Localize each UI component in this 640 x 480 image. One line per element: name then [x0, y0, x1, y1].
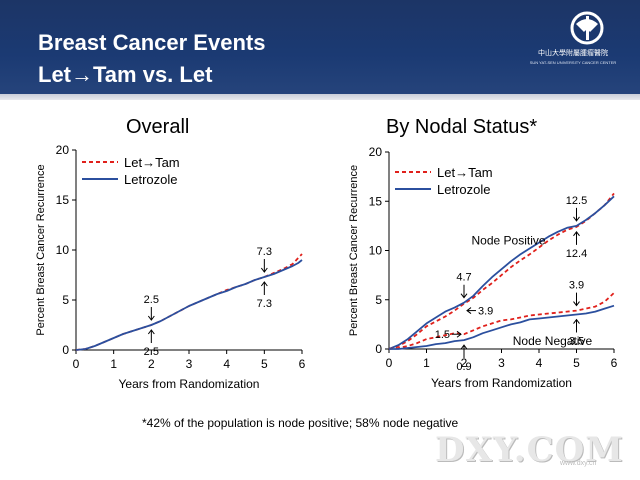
annotation-arrowhead	[147, 315, 155, 321]
x-tick-label: 3	[186, 357, 193, 371]
annotation-arrowhead	[466, 307, 472, 314]
x-tick-label: 1	[423, 356, 430, 370]
annotation-label: 12.4	[566, 248, 587, 260]
x-axis-label: Years from Randomization	[119, 377, 260, 391]
x-tick-label: 4	[536, 356, 543, 370]
y-axis-label: Percent Breast Cancer Recurrence	[348, 165, 360, 336]
node-negative-let-tam-line	[388, 292, 615, 350]
annotation-arrowhead	[573, 301, 580, 307]
logo-subtitle: SUN YAT-SEN UNIVERSITY CANCER CENTER	[529, 60, 617, 65]
y-tick-label: 10	[56, 243, 70, 257]
legend-label-let-tam: Let→Tam	[437, 165, 493, 180]
annotation-label: 12.5	[566, 195, 587, 207]
x-tick-label: 0	[386, 356, 393, 370]
y-axis-label: Percent Breast Cancer Recurrence	[35, 164, 47, 335]
y-tick-label: 5	[375, 293, 382, 307]
y-tick-label: 0	[62, 343, 69, 357]
legend-label-letrozole: Letrozole	[437, 182, 490, 197]
x-tick-label: 5	[573, 356, 580, 370]
node-positive-letrozole-line	[388, 195, 615, 350]
legend-label-letrozole: Letrozole	[124, 172, 177, 187]
y-tick-label: 20	[369, 145, 383, 159]
x-tick-label: 2	[148, 357, 155, 371]
annotation-arrowhead	[456, 330, 462, 338]
annotation-label: 0.9	[456, 361, 471, 373]
group-label-node-negative: Node Negative	[513, 334, 593, 348]
group-label-node-positive: Node Positive	[472, 234, 546, 248]
header-stripe	[0, 94, 640, 100]
institution-logo: 中山大學附屬腫瘤醫院 SUN YAT-SEN UNIVERSITY CANCER…	[528, 8, 618, 80]
chart-title-overall: Overall	[126, 116, 190, 138]
annotation-label: 3.9	[569, 280, 584, 292]
letrozole-line	[75, 259, 303, 351]
chart-title-nodal: By Nodal Status*	[386, 116, 538, 138]
x-tick-label: 5	[261, 357, 268, 371]
node-positive-let-tam-line	[388, 192, 615, 350]
annotation-arrowhead	[147, 329, 155, 335]
node-negative-letrozole-line	[389, 304, 615, 350]
y-tick-label: 10	[369, 244, 383, 258]
footnote: *42% of the population is node positive;…	[142, 416, 459, 430]
watermark-url: www.dxy.cn	[560, 460, 597, 467]
annotation-arrowhead	[460, 293, 468, 299]
y-tick-label: 0	[375, 342, 382, 356]
annotation-arrowhead	[460, 344, 468, 350]
x-tick-label: 2	[461, 356, 468, 370]
x-axis-label: Years from Randomization	[431, 376, 572, 390]
annotation-label: 4.7	[456, 272, 471, 284]
x-tick-label: 0	[73, 357, 80, 371]
annotation-arrowhead	[573, 231, 580, 237]
annotation-arrowhead	[260, 281, 268, 287]
y-tick-label: 5	[62, 293, 69, 307]
slide-header: Breast Cancer Events Let→Tam vs. Let 中山大…	[0, 0, 640, 100]
annotation-label: 2.5	[144, 346, 159, 358]
x-tick-label: 3	[498, 356, 505, 370]
annotation-arrowhead	[573, 318, 580, 324]
y-tick-label: 20	[56, 143, 70, 157]
annotation-label: 7.3	[257, 246, 272, 258]
logo-emblem-icon	[570, 11, 604, 45]
x-tick-label: 1	[110, 357, 117, 371]
y-tick-label: 15	[56, 193, 70, 207]
annotation-label: 7.3	[257, 298, 272, 310]
slide-title: Breast Cancer Events	[38, 30, 266, 55]
x-tick-label: 4	[223, 357, 230, 371]
annotation-label: 3.5	[569, 336, 584, 348]
annotation-label: 3.9	[478, 306, 493, 318]
x-tick-label: 6	[611, 356, 618, 370]
legend-label-let-tam: Let→Tam	[124, 155, 180, 170]
annotation-arrowhead	[573, 216, 580, 222]
annotation-label: 1.5	[435, 329, 450, 341]
annotation-label: 2.5	[144, 294, 159, 306]
logo-name: 中山大學附屬腫瘤醫院	[538, 50, 608, 57]
x-tick-label: 6	[299, 357, 306, 371]
slide-subtitle: Let→Tam vs. Let	[38, 62, 213, 87]
annotation-arrowhead	[260, 267, 268, 273]
watermark-logo: DXY.COM	[435, 430, 624, 470]
y-tick-label: 15	[369, 194, 383, 208]
